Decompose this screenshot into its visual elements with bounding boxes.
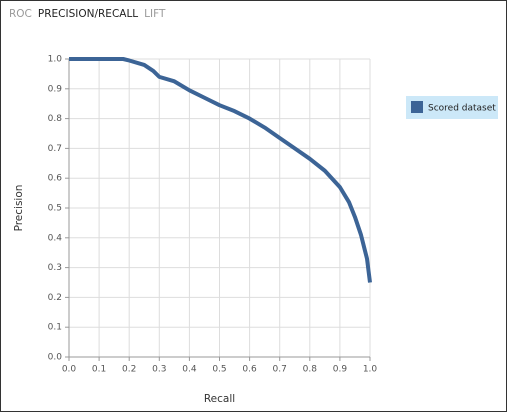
x-tick-label: 0.5 <box>212 365 226 375</box>
y-tick-label: 0.2 <box>48 293 62 303</box>
y-tick-label: 1.0 <box>48 55 63 65</box>
y-axis-title: Precision <box>13 185 25 232</box>
x-tick-label: 0.0 <box>62 365 77 375</box>
y-tick-label: 0.9 <box>48 84 63 94</box>
legend-label: Scored dataset <box>428 104 496 114</box>
x-axis-title: Recall <box>204 393 235 405</box>
x-tick-label: 0.6 <box>242 365 257 375</box>
legend-background <box>406 96 498 119</box>
pr-curve <box>69 57 372 283</box>
y-tick-label: 0.3 <box>48 263 62 273</box>
x-tick-label: 0.4 <box>182 365 197 375</box>
x-tick-label: 0.3 <box>152 365 166 375</box>
x-tick-label: 1.0 <box>363 365 378 375</box>
tab[interactable]: LIFT <box>144 8 166 20</box>
y-tick-label: 0.6 <box>48 174 63 184</box>
y-tick-label: 0.0 <box>48 353 63 363</box>
y-tick-label: 0.1 <box>48 323 62 333</box>
x-tick-label: 0.7 <box>273 365 287 375</box>
tab-bar: ROC PRECISION/RECALL LIFT <box>9 8 171 20</box>
tab[interactable]: ROC <box>9 8 32 20</box>
x-tick-label: 0.1 <box>92 365 106 375</box>
x-tick-label: 0.8 <box>303 365 318 375</box>
y-tick-label: 0.5 <box>48 204 62 214</box>
y-tick-label: 0.8 <box>48 114 63 124</box>
y-tick-label: 0.7 <box>48 144 62 154</box>
x-tick-label: 0.2 <box>122 365 136 375</box>
y-tick-label: 0.4 <box>48 233 63 243</box>
x-tick-label: 0.9 <box>333 365 348 375</box>
legend-swatch <box>411 101 423 113</box>
tab[interactable]: PRECISION/RECALL <box>37 8 139 20</box>
